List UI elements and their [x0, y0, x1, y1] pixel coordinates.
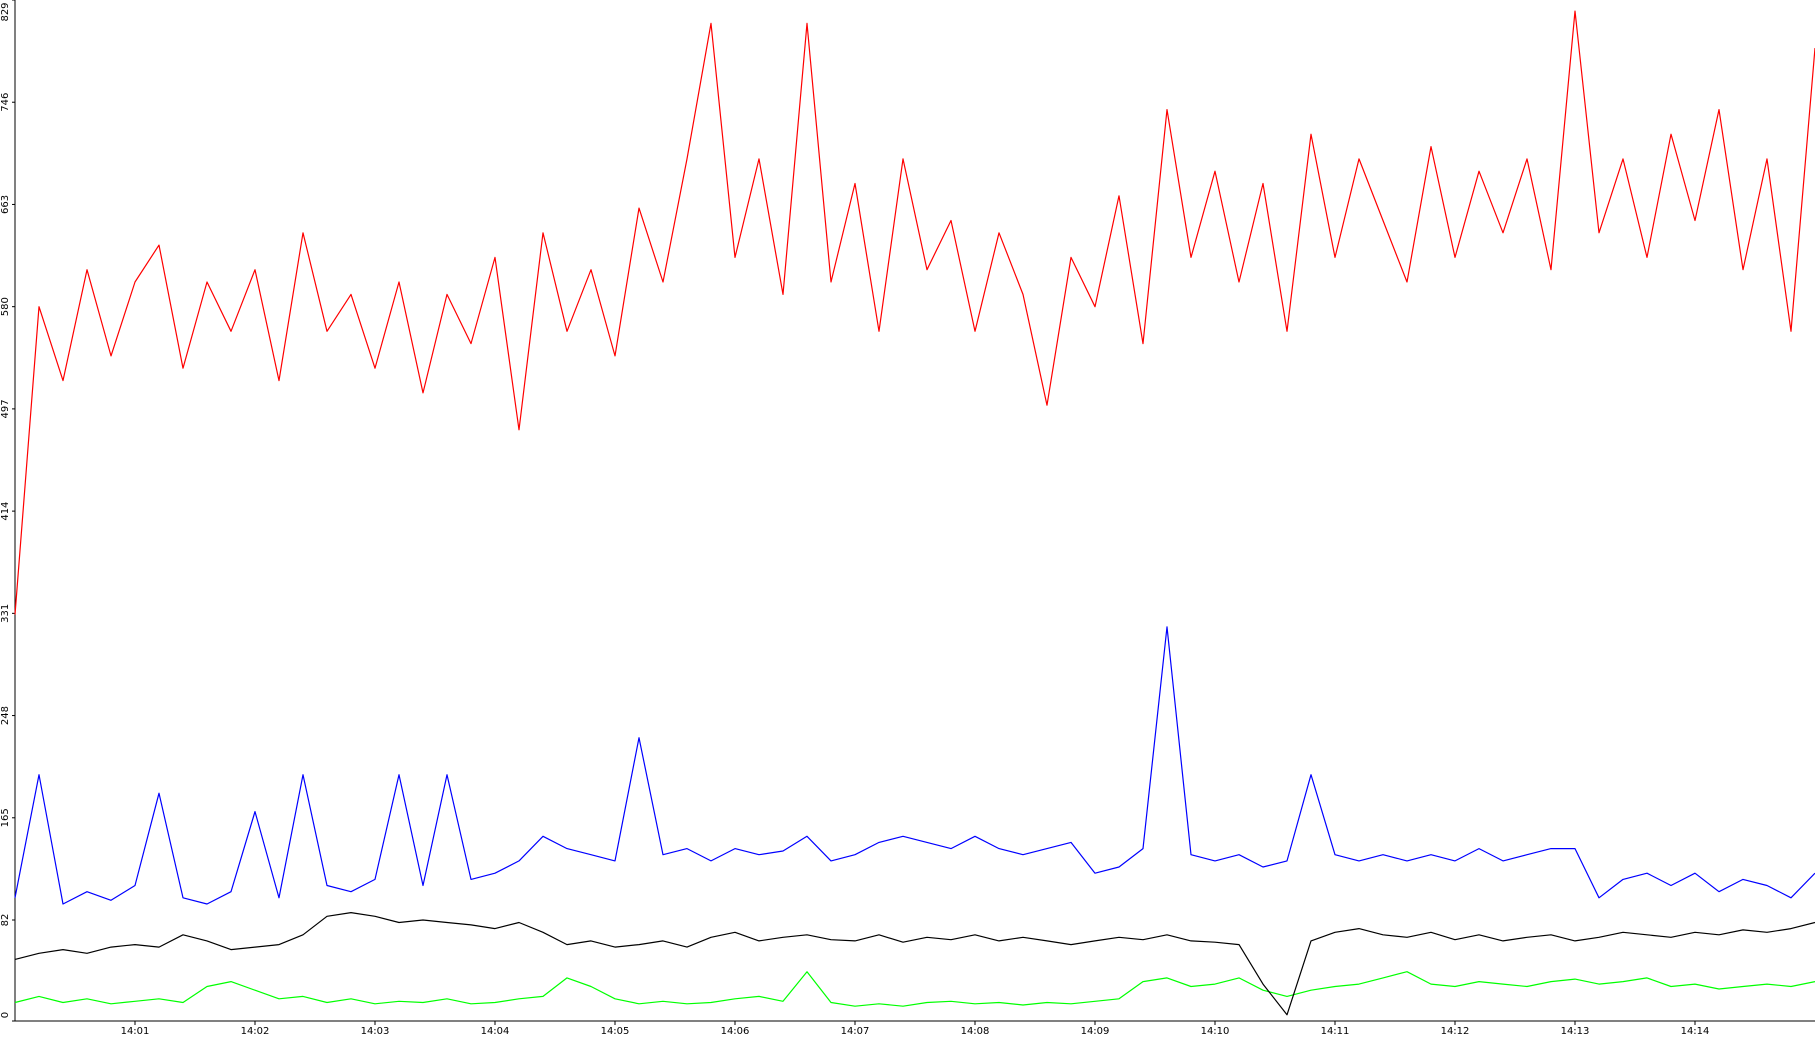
x-tick-label: 14:13 [1561, 1026, 1590, 1037]
x-tick-label: 14:14 [1681, 1026, 1710, 1037]
x-tick-label: 14:02 [241, 1026, 270, 1037]
x-tick-label: 14:03 [361, 1026, 390, 1037]
x-tick-label: 14:10 [1201, 1026, 1230, 1037]
y-tick-label: 829 [0, 2, 11, 21]
y-tick-label: 580 [0, 297, 11, 316]
y-tick-label: 248 [0, 706, 11, 725]
x-tick-label: 14:04 [481, 1026, 510, 1037]
x-tick-label: 14:11 [1321, 1026, 1350, 1037]
y-tick-label: 0 [0, 1012, 11, 1018]
x-tick-label: 14:09 [1081, 1026, 1110, 1037]
y-tick-label: 663 [0, 195, 11, 214]
series-line [14, 971, 1815, 1007]
y-tick-label: 746 [0, 93, 11, 112]
y-tick-label: 165 [0, 808, 11, 827]
x-tick-label: 14:05 [601, 1026, 630, 1037]
x-tick-label: 14:12 [1441, 1026, 1470, 1037]
series-line [14, 912, 1815, 1016]
x-tick-label: 14:07 [841, 1026, 870, 1037]
y-tick-label: 414 [0, 502, 11, 521]
x-tick-label: 14:08 [961, 1026, 990, 1037]
y-tick-label: 82 [0, 914, 11, 927]
series-line [14, 10, 1815, 615]
y-tick-label: 497 [0, 399, 11, 418]
y-tick-label: 331 [0, 604, 11, 623]
series-line [14, 626, 1815, 905]
x-tick-label: 14:01 [121, 1026, 150, 1037]
x-tick-label: 14:06 [721, 1026, 750, 1037]
